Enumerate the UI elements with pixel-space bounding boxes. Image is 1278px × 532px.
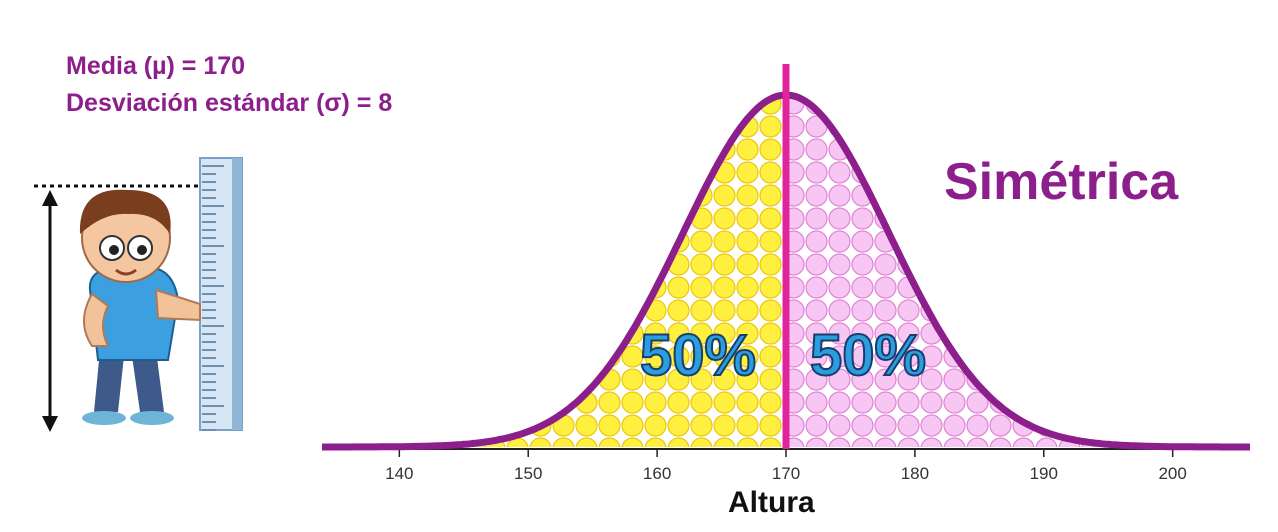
x-tick-label: 180 <box>901 464 929 483</box>
symmetric-title: Simétrica <box>944 153 1179 211</box>
x-tick-label: 160 <box>643 464 671 483</box>
x-tick-label: 140 <box>385 464 413 483</box>
x-tick-label: 190 <box>1030 464 1058 483</box>
child-figure <box>79 189 201 425</box>
ruler-icon <box>199 157 243 431</box>
x-axis-label: Altura <box>728 486 815 519</box>
std-label: Desviación estándar (σ) = 8 <box>66 89 393 117</box>
x-tick-label: 170 <box>772 464 800 483</box>
height-arrow-icon <box>42 190 58 432</box>
child-measuring-height-icon <box>34 157 243 432</box>
x-tick-label: 150 <box>514 464 542 483</box>
stats-panel: Media (µ) = 170 Desviación estándar (σ) … <box>66 48 392 122</box>
percent-left: 50% <box>639 322 757 389</box>
percent-right: 50% <box>809 322 927 389</box>
mean-label: Media (µ) = 170 <box>66 52 246 80</box>
x-tick-label: 200 <box>1158 464 1186 483</box>
